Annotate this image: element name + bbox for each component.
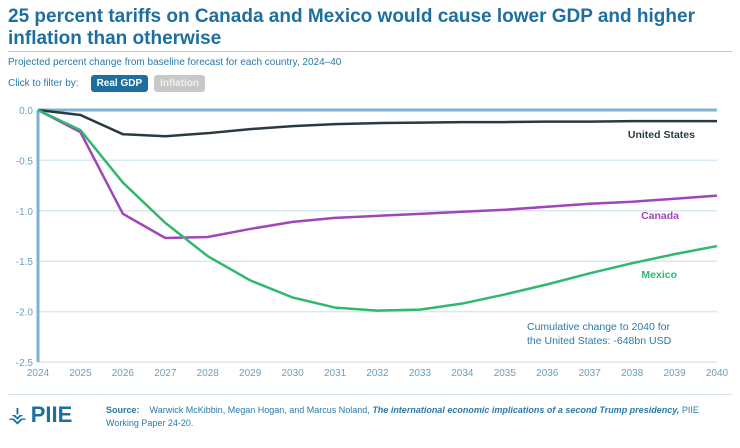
filter-inflation-button[interactable]: Inflation: [154, 75, 206, 92]
y-tick-label: -0.5: [16, 156, 34, 167]
x-tick-label: 2035: [494, 368, 517, 379]
x-tick-label: 2033: [409, 368, 432, 379]
x-tick-label: 2025: [69, 368, 92, 379]
x-tick-label: 2036: [536, 368, 559, 379]
x-tick-label: 2039: [663, 368, 686, 379]
source-authors: Warwick McKibbin, Megan Hogan, and Marcu…: [149, 405, 370, 415]
line-chart: 0.0 -0.5 -1.0 -1.5 -2.0 -2.5 2024 2025 2026 2027…: [16, 106, 729, 379]
series-line-united-states: [37, 108, 717, 138]
series-line-canada: [37, 108, 718, 240]
filter-row: Click to filter by: Real GDP Inflation: [8, 75, 206, 92]
y-tick-label: -2.0: [16, 308, 34, 319]
source-label: Source:: [106, 405, 140, 415]
source-note: Source: Warwick McKibbin, Megan Hogan, a…: [106, 404, 706, 430]
x-tick-label: 2026: [112, 368, 135, 379]
x-tick-label: 2027: [154, 368, 177, 379]
series-label-mexico: Mexico: [641, 269, 677, 281]
annotation-line-2: the United States: -648bn USD: [527, 335, 672, 347]
series-lines: [37, 108, 718, 312]
y-tick-label: -1.0: [16, 207, 34, 218]
chart-subtitle: Projected percent change from baseline f…: [8, 57, 342, 68]
x-tick-label: 2029: [239, 368, 262, 379]
y-axis-ticks: 0.0 -0.5 -1.0 -1.5 -2.0 -2.5: [16, 106, 34, 369]
x-tick-label: 2034: [451, 368, 474, 379]
y-tick-label: -1.5: [16, 257, 34, 268]
x-tick-label: 2037: [579, 368, 602, 379]
series-line-mexico: [37, 108, 718, 312]
x-tick-label: 2024: [27, 368, 50, 379]
chart-title: 25 percent tariffs on Canada and Mexico …: [8, 6, 695, 49]
title-divider: [8, 51, 732, 52]
series-label-canada: Canada: [641, 210, 679, 222]
logo-text: PIIE: [30, 402, 73, 427]
y-tick-label: -2.5: [16, 358, 34, 369]
x-tick-label: 2030: [282, 368, 305, 379]
source-tail: PIIE Working Paper 24-20.: [106, 405, 699, 428]
x-tick-label: 2031: [324, 368, 347, 379]
x-axis-ticks: 2024 2025 2026 2027 2028 2029 2030 2031 2032 2033…: [27, 368, 729, 379]
x-tick-label: 2040: [706, 368, 729, 379]
piie-logo: ⚶ PIIE: [8, 402, 72, 428]
series-labels: United States Canada Mexico: [628, 129, 695, 281]
y-tick-label: 0.0: [19, 106, 33, 117]
x-tick-label: 2038: [621, 368, 644, 379]
x-tick-label: 2032: [366, 368, 389, 379]
series-label-united-states: United States: [628, 129, 695, 141]
x-tick-label: 2028: [197, 368, 220, 379]
footer-divider: [8, 394, 732, 395]
tree-icon: ⚶: [8, 402, 27, 427]
annotation-line-1: Cumulative change to 2040 for: [527, 321, 671, 333]
filter-label: Click to filter by:: [8, 78, 79, 89]
filter-real-gdp-button[interactable]: Real GDP: [90, 75, 149, 92]
source-title: The international economic implications …: [372, 405, 680, 415]
